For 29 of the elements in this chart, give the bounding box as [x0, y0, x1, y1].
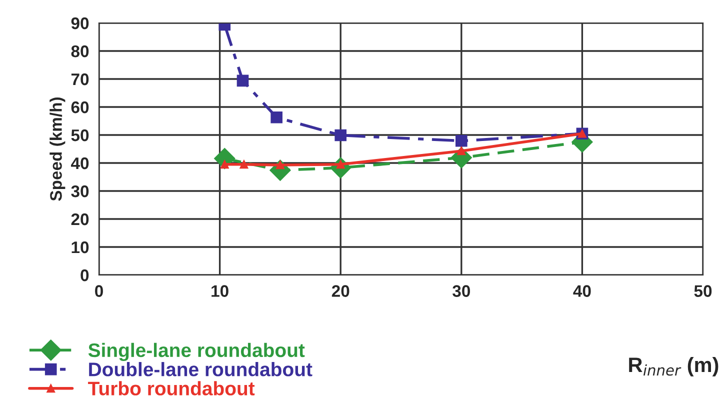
y-tick-label: 20 — [71, 213, 89, 226]
point — [270, 111, 282, 124]
y-tick-label: 80 — [71, 45, 89, 58]
y-tick-label: 70 — [71, 73, 89, 86]
x-tick-label: 40 — [573, 285, 591, 297]
y-axis-title: Speed (km/h) — [50, 98, 66, 201]
point — [455, 134, 468, 147]
y-tick-label: 30 — [71, 185, 89, 198]
x-tick-label: 30 — [452, 285, 470, 297]
point — [220, 160, 229, 169]
x-axis-title: R$_{inner}$ (m) — [629, 356, 718, 376]
y-tick-label: 90 — [71, 17, 89, 30]
point — [276, 160, 284, 170]
legend-label: Single-lane roundabout — [88, 342, 305, 362]
point — [240, 160, 248, 169]
legend-label: Turbo roundabout — [88, 381, 255, 396]
y-tick-label: 0 — [80, 269, 89, 282]
x-tick-label: 0 — [95, 285, 103, 297]
point — [236, 74, 249, 87]
y-tick-label: 50 — [71, 129, 89, 142]
y-tick-label: 10 — [72, 241, 89, 254]
x-tick-label: 50 — [694, 285, 712, 297]
x-tick-label: 10 — [212, 285, 228, 297]
legend-label: Double-lane roundabout — [89, 362, 312, 376]
point — [334, 129, 347, 142]
point — [457, 146, 466, 156]
y-tick-label: 60 — [71, 101, 89, 114]
x-tick-label: 20 — [332, 285, 350, 297]
y-tick-label: 40 — [70, 157, 89, 170]
